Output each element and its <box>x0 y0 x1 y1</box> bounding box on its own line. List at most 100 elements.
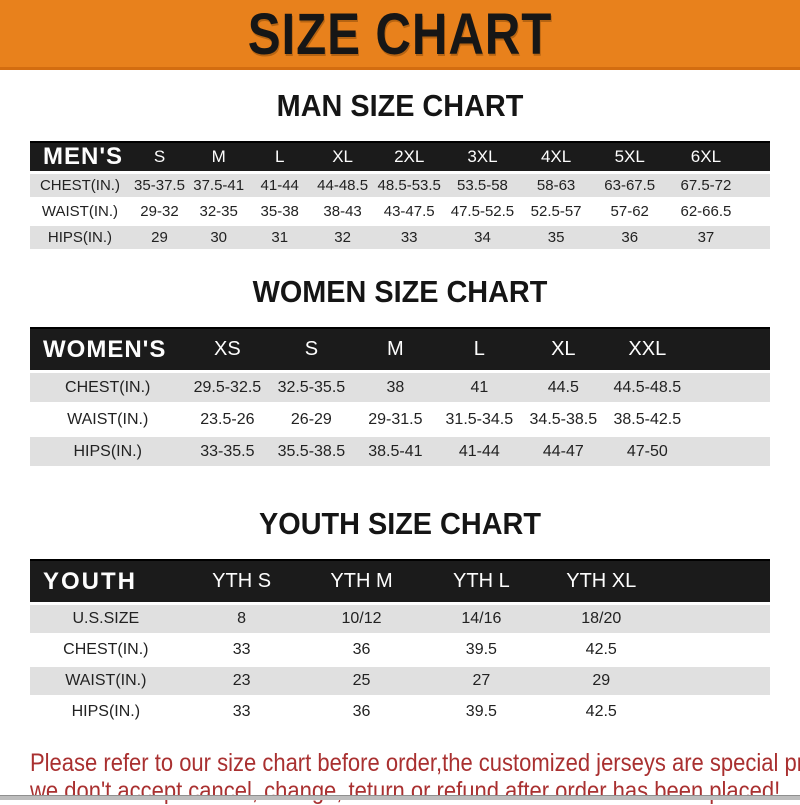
size-value: 33-35.5 <box>185 437 269 466</box>
size-value-blank <box>744 226 770 249</box>
size-value: 36 <box>302 698 422 726</box>
column-header-5xl: 5XL <box>592 141 668 171</box>
column-header-xl: XL <box>311 141 374 171</box>
size-value: 41 <box>437 373 521 402</box>
row-label: HIPS(IN.) <box>30 698 182 726</box>
column-header-4xl: 4XL <box>521 141 592 171</box>
size-value: 63-67.5 <box>592 174 668 197</box>
size-value: 62-66.5 <box>668 200 744 223</box>
column-header-s: S <box>130 141 189 171</box>
column-header-yth-xl: YTH XL <box>541 559 661 602</box>
row-label: WAIST(IN.) <box>30 667 182 695</box>
size-value: 52.5-57 <box>521 200 592 223</box>
size-value: 29-31.5 <box>353 405 437 434</box>
size-value: 26-29 <box>269 405 353 434</box>
size-value-blank <box>661 636 770 664</box>
size-value: 34 <box>444 226 520 249</box>
size-value-blank <box>744 174 770 197</box>
size-value: 42.5 <box>541 698 661 726</box>
size-value: 38.5-41 <box>353 437 437 466</box>
size-value: 34.5-38.5 <box>521 405 605 434</box>
size-value: 48.5-53.5 <box>374 174 444 197</box>
size-value: 30 <box>189 226 248 249</box>
size-value: 29.5-32.5 <box>185 373 269 402</box>
size-value: 39.5 <box>421 698 541 726</box>
size-value: 37.5-41 <box>189 174 248 197</box>
size-value: 29 <box>541 667 661 695</box>
size-value: 25 <box>302 667 422 695</box>
size-value: 38 <box>353 373 437 402</box>
column-header-xl: XL <box>521 327 605 370</box>
size-value: 29-32 <box>130 200 189 223</box>
size-value: 44.5 <box>521 373 605 402</box>
size-value: 33 <box>182 636 302 664</box>
row-label: CHEST(IN.) <box>30 174 130 197</box>
size-value: 36 <box>592 226 668 249</box>
size-value: 32 <box>311 226 374 249</box>
size-value: 32.5-35.5 <box>269 373 353 402</box>
size-value: 53.5-58 <box>444 174 520 197</box>
size-value-blank <box>661 605 770 633</box>
size-value: 43-47.5 <box>374 200 444 223</box>
size-value: 23.5-26 <box>185 405 269 434</box>
column-header-2xl: 2XL <box>374 141 444 171</box>
bottom-strip <box>0 795 800 800</box>
size-value: 38-43 <box>311 200 374 223</box>
size-value-blank <box>689 437 770 466</box>
size-value: 8 <box>182 605 302 633</box>
column-header-6xl: 6XL <box>668 141 744 171</box>
size-value: 27 <box>421 667 541 695</box>
column-header-m: M <box>353 327 437 370</box>
note-line-1: Please refer to our size chart before or… <box>30 750 708 778</box>
size-value: 31 <box>248 226 311 249</box>
section-title-women: WOMEN SIZE CHART <box>28 275 772 309</box>
column-header-m: M <box>189 141 248 171</box>
column-header-yth-m: YTH M <box>302 559 422 602</box>
size-value: 18/20 <box>541 605 661 633</box>
size-value: 44-48.5 <box>311 174 374 197</box>
row-label: HIPS(IN.) <box>30 226 130 249</box>
size-value-blank <box>661 698 770 726</box>
size-value: 10/12 <box>302 605 422 633</box>
size-value: 41-44 <box>248 174 311 197</box>
size-value: 47-50 <box>605 437 689 466</box>
size-value: 14/16 <box>421 605 541 633</box>
row-label: WAIST(IN.) <box>30 405 185 434</box>
size-value-blank <box>689 373 770 402</box>
size-value: 32-35 <box>189 200 248 223</box>
size-value-blank <box>744 200 770 223</box>
size-value: 42.5 <box>541 636 661 664</box>
row-label: HIPS(IN.) <box>30 437 185 466</box>
size-value: 35 <box>521 226 592 249</box>
youth-table-corner-label: YOUTH <box>30 559 182 602</box>
size-value: 33 <box>374 226 444 249</box>
section-title-men: MAN SIZE CHART <box>28 89 772 123</box>
women-table-corner-label: WOMEN'S <box>30 327 185 370</box>
row-label: CHEST(IN.) <box>30 373 185 402</box>
size-value: 33 <box>182 698 302 726</box>
size-value: 67.5-72 <box>668 174 744 197</box>
size-value: 31.5-34.5 <box>437 405 521 434</box>
size-value: 47.5-52.5 <box>444 200 520 223</box>
column-header-xs: XS <box>185 327 269 370</box>
column-header-xxl: XXL <box>605 327 689 370</box>
page-title: SIZE CHART <box>248 4 552 62</box>
column-header-yth-l: YTH L <box>421 559 541 602</box>
size-value: 29 <box>130 226 189 249</box>
size-value: 58-63 <box>521 174 592 197</box>
